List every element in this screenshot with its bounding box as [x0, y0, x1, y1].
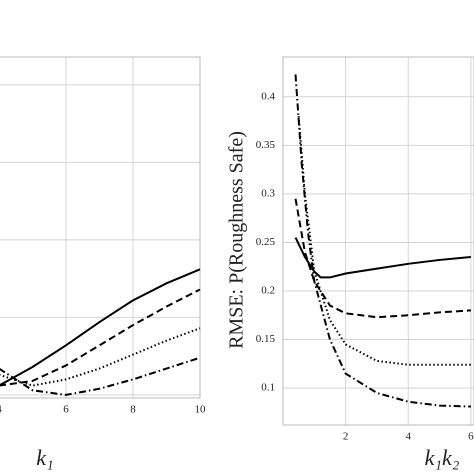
- y-tick-label: 0.3: [261, 187, 275, 199]
- y-tick-label: 0.25: [256, 236, 276, 248]
- y-tick-label: 0.4: [261, 90, 275, 102]
- y-tick-label: 0.35: [256, 139, 276, 151]
- x-tick-label: 10: [195, 404, 207, 416]
- plot-frame: [282, 56, 474, 426]
- x-tick-label: 6: [63, 404, 69, 416]
- plot-frame: [0, 56, 201, 399]
- x-tick-label: 4: [405, 431, 411, 443]
- x-tick-label: 4: [0, 404, 2, 416]
- line: [0, 327, 201, 387]
- y-tick-label: 0.15: [256, 333, 276, 345]
- line: [297, 116, 471, 366]
- line: [0, 268, 201, 387]
- y-axis-label: RMSE: P(Roughness Safe): [226, 131, 248, 349]
- line: [294, 237, 471, 279]
- y-tick-label: 0.2: [261, 285, 275, 297]
- x-axis-label: k₁k₂: [425, 445, 460, 470]
- line: [0, 356, 201, 396]
- line: [294, 74, 471, 408]
- x-tick-label: 2: [343, 431, 349, 443]
- x-tick-label: 6: [468, 431, 474, 443]
- y-tick-label: 0.1: [261, 382, 275, 394]
- x-tick-label: 8: [130, 404, 136, 416]
- line: [0, 288, 201, 387]
- x-axis-label: k₁: [36, 445, 53, 470]
- line: [294, 198, 471, 319]
